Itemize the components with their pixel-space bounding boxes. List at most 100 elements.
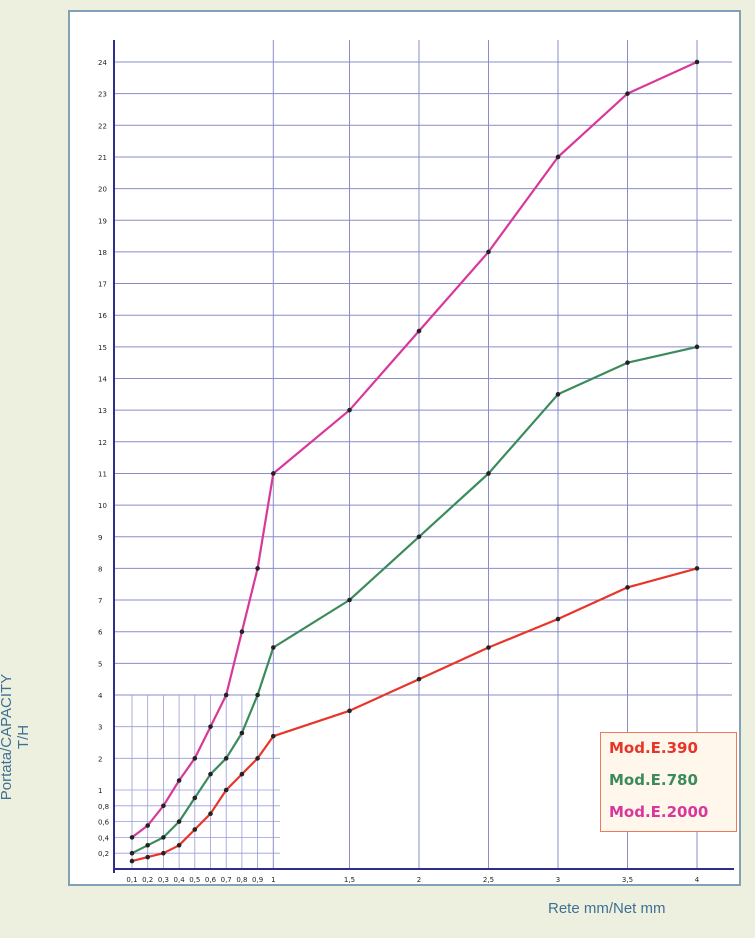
chart: 0,20,40,60,81234567891011121314151617181… [98,40,734,884]
data-point [486,645,491,650]
x-tick-label: 0,8 [236,876,247,884]
data-point [161,850,166,856]
y-tick-label: 18 [98,249,107,257]
y-tick-label: 22 [98,122,107,130]
y-tick-label: 4 [98,692,103,700]
data-point [255,566,260,571]
y-tick-label: 14 [98,376,107,384]
data-point [416,534,422,540]
data-point [555,154,561,160]
y-axis-label-line1: Portata/CAPACITY [0,673,15,801]
data-point [129,858,135,864]
y-tick-label: 20 [98,186,107,194]
y-tick-label: 3 [98,724,102,732]
data-point [555,616,561,622]
y-tick-label: 21 [98,154,107,162]
y-tick-label: 5 [98,660,102,668]
x-tick-label: 0,2 [142,876,153,884]
x-tick-label: 2 [417,876,421,884]
y-tick-label: 23 [98,91,107,99]
y-tick-label: 0,6 [98,819,110,827]
data-point [271,733,276,739]
data-point [161,803,166,809]
y-tick-label: 16 [98,312,107,320]
y-tick-label: 1 [98,787,102,795]
x-tick-label: 0,5 [189,876,200,884]
data-point [145,854,150,860]
x-tick-label: 2,5 [483,876,494,884]
series-line-mod-e-780 [131,345,698,855]
y-tick-label: 17 [98,281,107,289]
x-tick-label: 0,7 [221,876,232,884]
y-tick-label: 15 [98,344,107,352]
data-point [192,827,198,832]
data-point [694,59,700,65]
y-tick-label: 11 [98,470,107,478]
data-point [486,249,491,255]
plot-area: 0,2 0,4 0,6 0,8 1 2 3 4 5 6 7 8 9 10 11 12 13 14 15 16 17 18 1… [68,10,741,886]
data-point [694,344,700,350]
data-point [486,471,491,476]
data-point [145,843,150,848]
data-point [347,708,352,714]
x-tick-label: 0,1 [126,876,137,884]
data-point [255,692,260,698]
data-point [161,835,166,840]
data-point [192,795,198,801]
x-tick-label: 1,5 [344,876,355,884]
data-point [192,756,198,761]
x-tick-label: 0,9 [252,876,263,884]
x-tick-label: 0,6 [205,876,217,884]
legend-item-mod-e-2000: Mod.E.2000 [609,803,709,821]
data-point [239,730,245,736]
data-point [416,676,422,682]
data-point [176,843,182,848]
data-point [129,835,135,840]
y-tick-label: 9 [98,534,102,542]
data-point [625,585,630,590]
y-tick-label: 0,4 [98,834,110,842]
series-line-mod-e-390 [131,567,698,863]
data-point [223,692,229,698]
series-line-mod-e-2000 [131,60,698,839]
x-axis-label: Rete mm/Net mm [548,900,666,917]
y-tick-label: 10 [98,502,107,510]
y-tick-label: 2 [98,755,102,763]
data-point [145,823,150,828]
y-tick-label: 6 [98,629,103,637]
y-tick-label: 8 [98,565,102,573]
y-axis-label-line2: T/H [15,724,32,750]
legend: Mod.E.390 Mod.E.780 Mod.E.2000 [600,732,737,832]
data-point [347,597,352,603]
x-tick-label: 0,3 [158,876,169,884]
data-point [208,771,213,777]
x-tick-label: 3 [556,876,560,884]
data-point [255,756,260,761]
data-point [625,91,630,96]
data-point [239,629,245,634]
data-point [239,771,245,777]
data-point [223,756,229,761]
data-point [271,471,276,476]
y-tick-label: 0,8 [98,803,109,811]
data-point [416,328,422,334]
data-point [555,392,561,397]
y-tick-label: 24 [98,59,107,67]
data-point [694,566,700,571]
x-tick-label: 0,4 [174,876,186,884]
x-tick-label: 4 [695,876,700,884]
data-point [208,811,213,816]
data-point [176,778,182,783]
y-tick-label: 0,2 [98,850,109,858]
data-point [176,819,182,824]
x-tick-label: 1 [271,876,275,884]
y-tick-label: 19 [98,217,107,225]
data-point [223,787,229,793]
y-tick-label: 7 [98,597,102,605]
data-point [208,724,213,729]
data-point [625,360,630,365]
y-tick-label: 12 [98,439,107,447]
legend-item-mod-e-390: Mod.E.390 [609,739,698,757]
legend-item-mod-e-780: Mod.E.780 [609,771,698,789]
y-axis-label: Portata/CAPACITY T/H [0,612,32,862]
